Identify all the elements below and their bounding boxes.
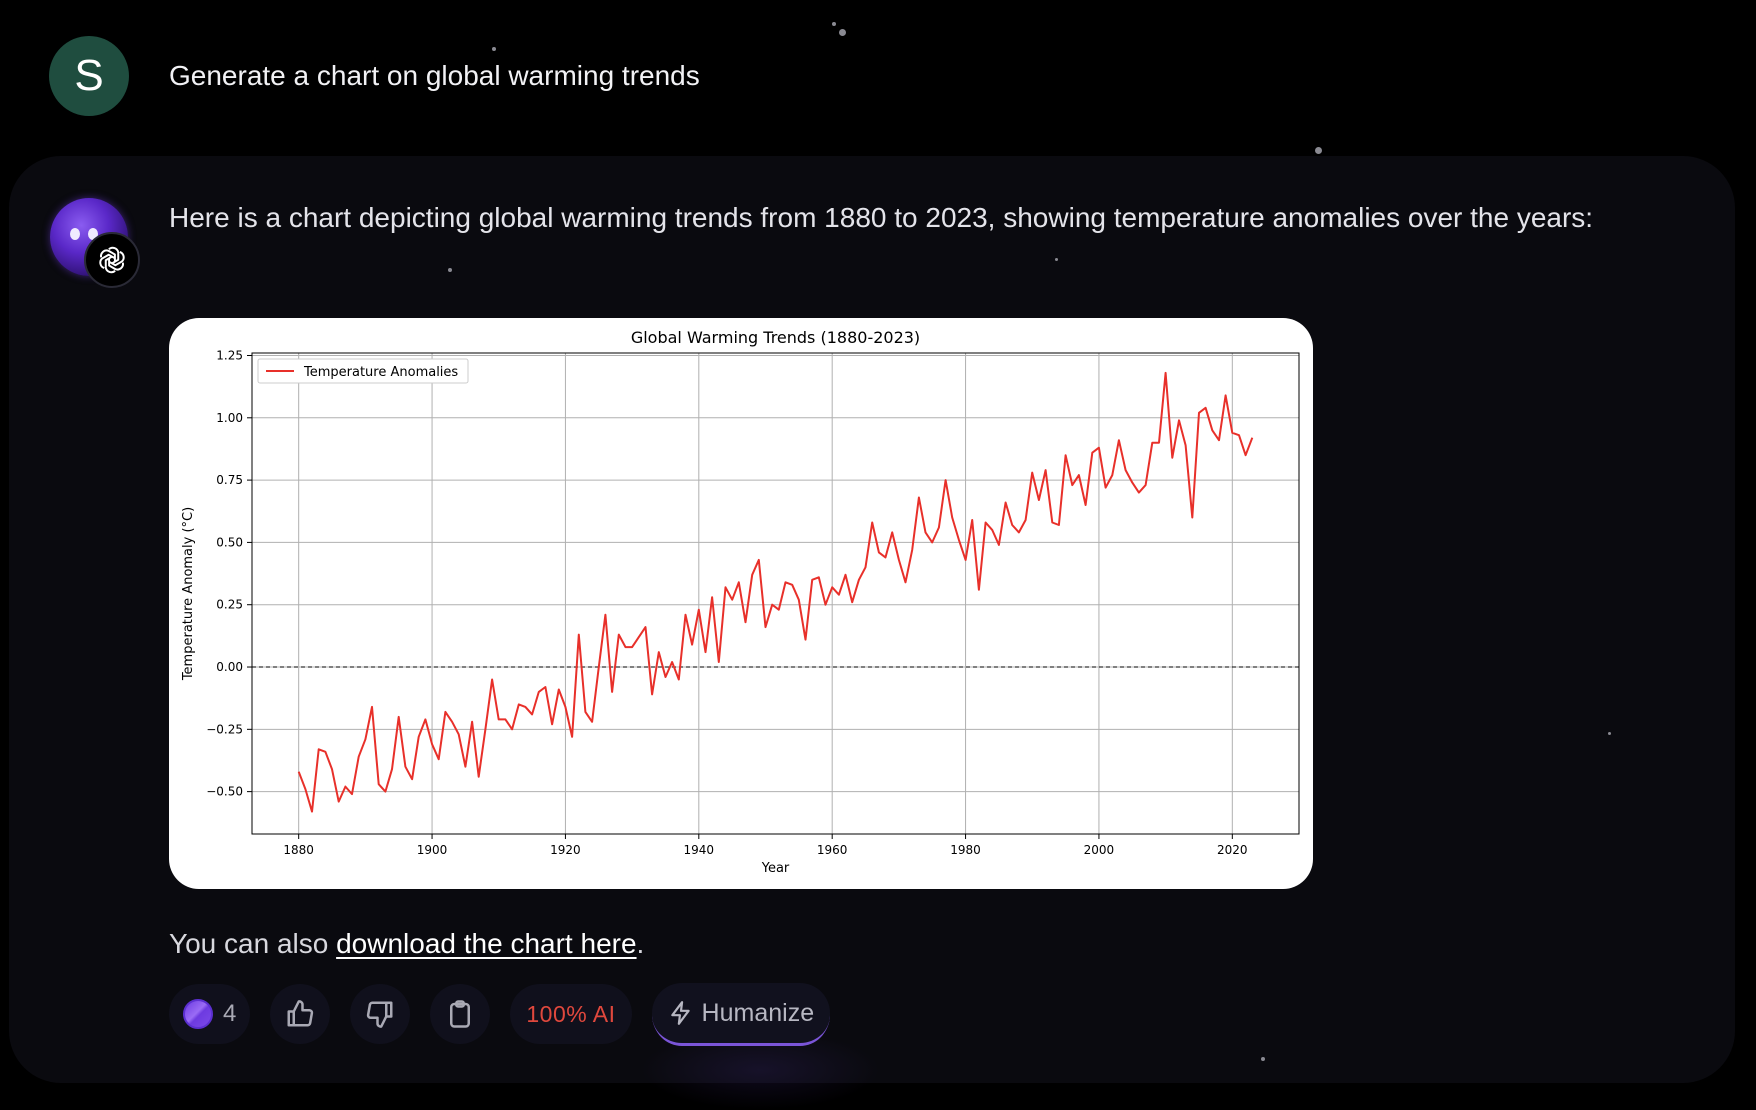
clipboard-icon [450,1000,471,1028]
like-button[interactable] [270,984,331,1044]
chart-legend: Temperature Anomalies [257,358,469,384]
download-suffix: . [636,928,645,959]
y-tick-label: 0.75 [216,473,243,487]
humanize-label: Humanize [701,998,815,1027]
copy-button[interactable] [430,984,491,1044]
x-tick-label: 1920 [550,843,581,857]
x-tick-label: 1880 [283,843,314,857]
y-tick-label: −0.50 [206,785,243,799]
x-tick-label: 1940 [684,843,715,857]
user-avatar-initial: S [74,51,104,100]
ai-detection-score[interactable]: 100% AI [510,984,632,1044]
message-actions: 4 100% AI Humanize [169,983,831,1045]
humanize-button[interactable]: Humanize [651,983,831,1045]
coin-icon [183,999,213,1029]
y-tick-label: 0.50 [216,535,243,549]
y-axis-label: Temperature Anomaly (°C) [181,507,196,681]
chart-image: 1880 1900 1920 1940 1960 1980 2000 2020 −0.50 −0.… [169,318,1313,889]
y-tick-label: 1.25 [216,348,243,362]
download-prefix: You can also [169,928,337,959]
temperature-chart: 1880 1900 1920 1940 1960 1980 2000 2020 −0.50 −0.… [181,328,1300,876]
thumbs-down-icon [367,1001,393,1028]
background-star [1055,258,1058,261]
x-tick-label: 1960 [817,843,848,857]
background-star [832,22,836,26]
openai-logo-icon [84,232,140,288]
thumbs-up-icon [287,1000,314,1027]
legend-label: Temperature Anomalies [303,365,458,380]
x-tick-label: 2000 [1084,843,1115,857]
background-star [448,268,452,272]
x-tick-label: 1980 [950,843,981,857]
x-tick-label: 1900 [417,843,448,857]
x-axis-label: Year [761,861,790,876]
assistant-avatar [50,198,140,288]
background-star [1315,147,1322,154]
temperature-anomalies-line [297,371,1254,813]
assistant-intro-text: Here is a chart depicting global warming… [169,202,1594,233]
y-tick-label: −0.25 [206,722,243,736]
credits-count: 4 [223,1000,237,1027]
y-tick-label: 0.00 [216,660,243,674]
download-line: You can also download the chart here. [169,928,644,960]
y-tick-label: 0.25 [216,598,243,612]
x-tick-label: 2020 [1217,843,1248,857]
background-star [839,29,846,36]
chart-title: Global Warming Trends (1880-2023) [631,328,920,347]
lightning-icon [670,1001,690,1025]
user-avatar: S [49,36,129,116]
download-chart-link[interactable]: download the chart here [336,928,637,959]
background-star [1608,732,1611,735]
user-message: Generate a chart on global warming trend… [169,60,700,91]
background-star [492,47,496,51]
credits-button[interactable]: 4 [169,984,251,1044]
axes-frame [251,352,1300,835]
background-star [1261,1057,1265,1061]
y-tick-label: 1.00 [216,411,243,425]
legend-box [257,358,469,384]
dislike-button[interactable] [350,984,411,1044]
